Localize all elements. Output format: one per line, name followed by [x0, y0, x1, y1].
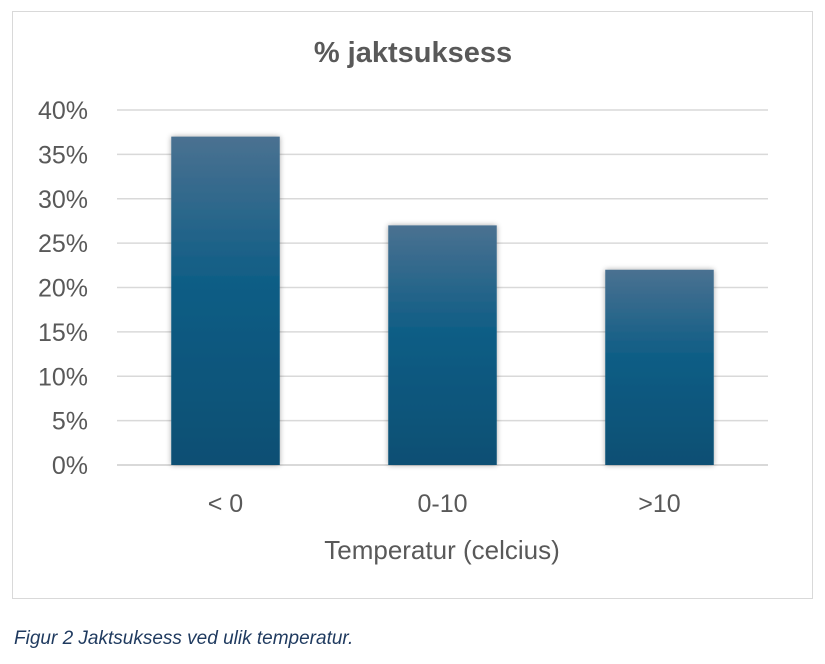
- y-tick-label: 15%: [38, 319, 88, 347]
- y-tick-label: 30%: [38, 186, 88, 214]
- bars: [171, 136, 714, 465]
- y-tick-label: 20%: [38, 275, 88, 303]
- y-tick-label: 5%: [52, 408, 88, 436]
- x-tick-label: >10: [638, 490, 680, 518]
- x-tick-label: 0-10: [417, 490, 467, 518]
- y-tick-label: 25%: [38, 230, 88, 258]
- y-tick-label: 10%: [38, 363, 88, 391]
- x-axis-ticks: < 0 0-10 >10: [208, 490, 681, 518]
- x-axis-title: Temperatur (celcius): [324, 535, 560, 565]
- chart-title: % jaktsuksess: [314, 37, 512, 69]
- figure-caption: Figur 2 Jaktsuksess ved ulik temperatur.: [14, 628, 354, 649]
- bar: [388, 225, 497, 465]
- y-tick-label: 35%: [38, 141, 88, 169]
- y-axis-ticks: 0% 5% 10% 15% 20% 25% 30% 35% 40%: [38, 97, 88, 480]
- x-tick-label: < 0: [208, 490, 243, 518]
- bar: [171, 136, 280, 465]
- y-tick-label: 40%: [38, 97, 88, 125]
- bar: [605, 269, 714, 465]
- y-tick-label: 0%: [52, 452, 88, 480]
